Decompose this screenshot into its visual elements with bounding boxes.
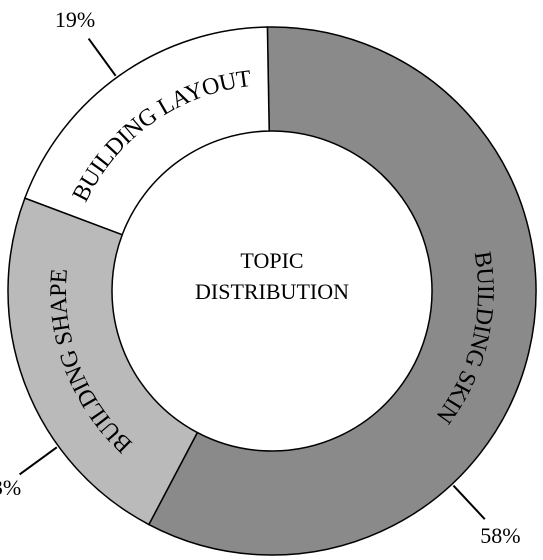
value-label: 23%: [0, 475, 21, 500]
leader-line: [18, 446, 58, 476]
donut-segment: [7, 197, 199, 526]
value-label: 58%: [480, 523, 520, 548]
chart-title: TOPIC: [240, 248, 303, 273]
leader-line: [452, 484, 486, 520]
donut-segment: [147, 26, 537, 556]
donut-segment: [23, 26, 270, 236]
value-label: 19%: [55, 7, 95, 32]
leader-line: [87, 37, 117, 77]
chart-title: DISTRIBUTION: [195, 279, 349, 304]
